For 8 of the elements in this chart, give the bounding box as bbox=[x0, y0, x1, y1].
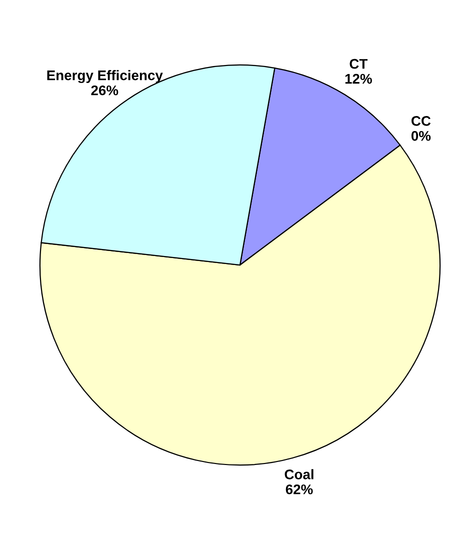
text: 0% bbox=[411, 130, 431, 141]
slice-label: CT bbox=[350, 58, 368, 69]
category-label: CC bbox=[412, 116, 431, 126]
slice-label: Energy Efficiency bbox=[47, 70, 163, 84]
data-label: 12% bbox=[345, 74, 372, 84]
data-label: 62% bbox=[286, 484, 313, 494]
data-label: 26% bbox=[91, 85, 118, 96]
slice-label: Coal bbox=[284, 469, 314, 480]
